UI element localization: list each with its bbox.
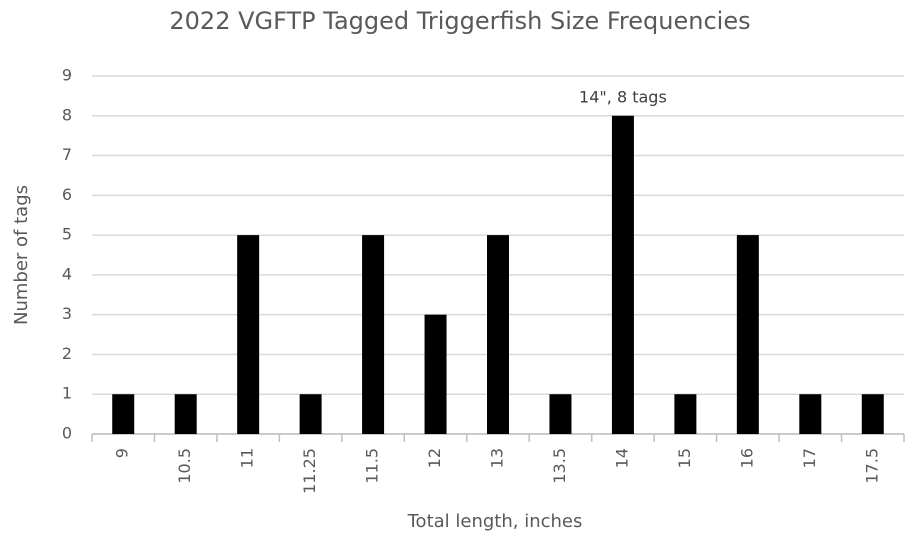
bar — [611, 115, 634, 435]
x-tick-label: 11.25 — [300, 448, 319, 494]
y-tick-label: 6 — [62, 185, 72, 204]
y-tick-label: 4 — [62, 264, 72, 283]
bar — [237, 235, 260, 434]
y-tick-label: 9 — [62, 66, 72, 85]
x-tick-label: 15 — [675, 448, 694, 468]
y-tick-label: 2 — [62, 344, 72, 363]
bar — [424, 314, 447, 434]
annotation: 14", 8 tags — [579, 87, 667, 106]
bar — [174, 394, 197, 434]
x-tick-label: 11 — [238, 448, 257, 468]
y-tick-label: 8 — [62, 105, 72, 124]
x-tick-label: 12 — [425, 448, 444, 468]
x-tick-label: 11.5 — [363, 448, 382, 484]
y-tick-label: 7 — [62, 145, 72, 164]
x-tick-label: 10.5 — [175, 448, 194, 484]
y-axis-title: Number of tags — [11, 185, 32, 325]
x-tick-label: 17 — [800, 448, 819, 468]
bar — [861, 394, 884, 434]
y-tick-label: 1 — [62, 384, 72, 403]
x-tick-label: 13 — [488, 448, 507, 468]
bar — [736, 235, 759, 434]
y-tick-label: 3 — [62, 304, 72, 323]
y-tick-label: 0 — [62, 424, 72, 443]
x-tick-label: 9 — [113, 448, 132, 458]
bar — [362, 235, 385, 434]
bar — [112, 394, 135, 434]
x-tick-label: 17.5 — [862, 448, 881, 484]
x-axis-title: Total length, inches — [407, 511, 583, 532]
bar — [299, 394, 322, 434]
bar — [487, 235, 509, 434]
x-tick-label: 16 — [737, 448, 756, 468]
bar — [674, 394, 697, 434]
bar — [799, 394, 822, 434]
x-tick-label: 14 — [612, 448, 631, 468]
bar — [549, 394, 572, 434]
y-tick-label: 5 — [62, 225, 72, 244]
chart-title: 2022 VGFTP Tagged Triggerfish Size Frequ… — [169, 7, 750, 35]
x-tick-label: 13.5 — [550, 448, 569, 484]
